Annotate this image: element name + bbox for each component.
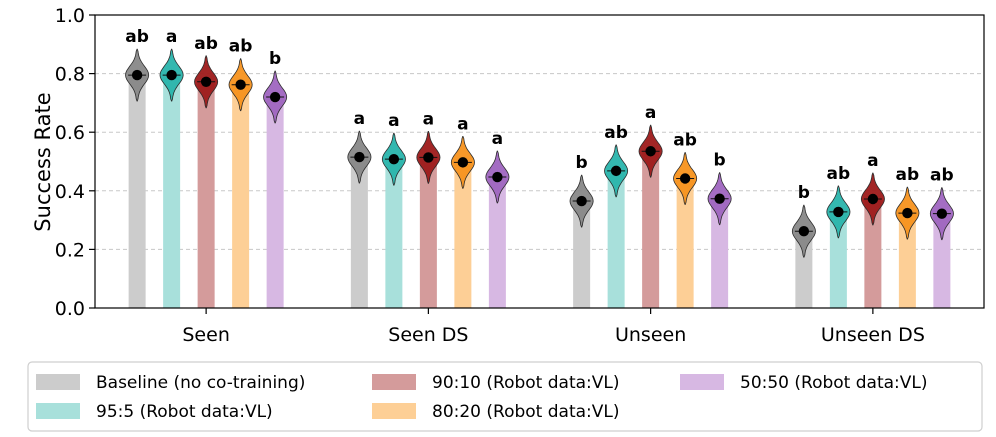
mean-point: [833, 206, 844, 218]
y-tick-label: 1.0: [55, 5, 85, 27]
bar: [711, 198, 729, 308]
bar: [163, 75, 181, 308]
violins: [125, 48, 954, 258]
mean-point: [423, 152, 434, 163]
significance-label: a: [867, 151, 878, 171]
legend-swatch: [36, 374, 80, 390]
mean-point: [679, 173, 691, 184]
legend-label: 95:5 (Robot data:VL): [96, 402, 273, 422]
bar: [350, 157, 368, 308]
legend-label: 50:50 (Robot data:VL): [740, 373, 928, 393]
y-axis-ticks: 0.0 0.2 0.4 0.6 0.8 1.0: [55, 5, 95, 320]
bar: [419, 157, 437, 308]
x-tick-label: Unseen DS: [821, 324, 925, 346]
bar: [795, 231, 813, 308]
significance-label: b: [576, 153, 588, 173]
significance-label: a: [423, 109, 434, 129]
significance-label: b: [714, 151, 726, 171]
bar: [232, 84, 250, 308]
legend-swatch: [372, 374, 416, 390]
y-tick-label: 0.8: [55, 64, 85, 86]
legend-label: 80:20 (Robot data:VL): [432, 402, 620, 422]
legend: Baseline (no co-training) 95:5 (Robot dat…: [27, 361, 983, 432]
legend-label: 90:10 (Robot data:VL): [432, 373, 620, 393]
bar: [197, 81, 215, 308]
mean-point: [200, 76, 212, 88]
bar: [454, 162, 472, 308]
y-tick-label: 0.6: [55, 122, 85, 144]
bar: [829, 211, 847, 308]
mean-point: [714, 193, 725, 204]
bar: [898, 213, 916, 308]
mean-point: [166, 69, 177, 81]
x-tick-label: Seen DS: [388, 324, 468, 346]
significance-label: a: [645, 103, 656, 123]
mean-point: [354, 151, 365, 163]
significance-label: ab: [194, 34, 218, 54]
y-tick-label: 0.0: [55, 298, 85, 320]
x-tick-label: Seen: [182, 324, 229, 346]
significance-label: a: [388, 111, 399, 131]
mean-point: [798, 226, 810, 237]
bar: [607, 170, 625, 308]
significance-label: ab: [896, 165, 920, 185]
y-tick-label: 0.2: [55, 239, 85, 261]
significance-label: a: [166, 27, 177, 47]
bar: [676, 178, 694, 308]
mean-point: [936, 208, 948, 219]
mean-point: [388, 153, 400, 165]
mean-point: [645, 146, 656, 157]
significance-label: b: [269, 49, 281, 69]
significance-label: ab: [827, 164, 851, 184]
grid-lines: [95, 73, 984, 250]
mean-point: [131, 69, 143, 81]
x-tick-label: Unseen: [615, 324, 686, 346]
mean-point: [269, 91, 281, 103]
legend-box: [27, 361, 983, 432]
significance-label: ab: [604, 123, 628, 143]
legend-swatch: [372, 403, 416, 419]
significance-label: ab: [673, 130, 697, 150]
legend-label: Baseline (no co-training): [96, 373, 305, 393]
significance-label: ab: [229, 37, 253, 57]
mean-point: [610, 165, 622, 177]
bar: [573, 201, 591, 308]
bar: [642, 151, 660, 308]
plot-frame: [94, 14, 985, 309]
x-axis-ticks: Seen Seen DS Unseen Unseen DS: [182, 308, 925, 346]
significance-label: ab: [125, 27, 149, 47]
mean-point: [457, 157, 469, 168]
bar: [266, 97, 284, 308]
bar: [128, 75, 146, 308]
mean-point: [235, 79, 246, 90]
bars: [128, 75, 951, 308]
y-axis-title: Success Rate: [31, 92, 55, 231]
mean-point: [902, 207, 913, 219]
significance-label: b: [798, 183, 810, 203]
legend-swatch: [680, 374, 724, 390]
significance-label: ab: [930, 166, 954, 186]
y-tick-label: 0.4: [55, 181, 85, 203]
bar: [488, 177, 506, 308]
bar: [933, 213, 951, 308]
significance-label: a: [354, 109, 365, 129]
mean-point: [492, 171, 503, 183]
mean-point: [576, 195, 587, 207]
significance-label: a: [492, 129, 503, 149]
bar: [864, 199, 882, 308]
mean-point: [867, 193, 879, 205]
legend-swatch: [36, 403, 80, 419]
significance-label: a: [457, 114, 468, 134]
bar: [385, 159, 403, 308]
